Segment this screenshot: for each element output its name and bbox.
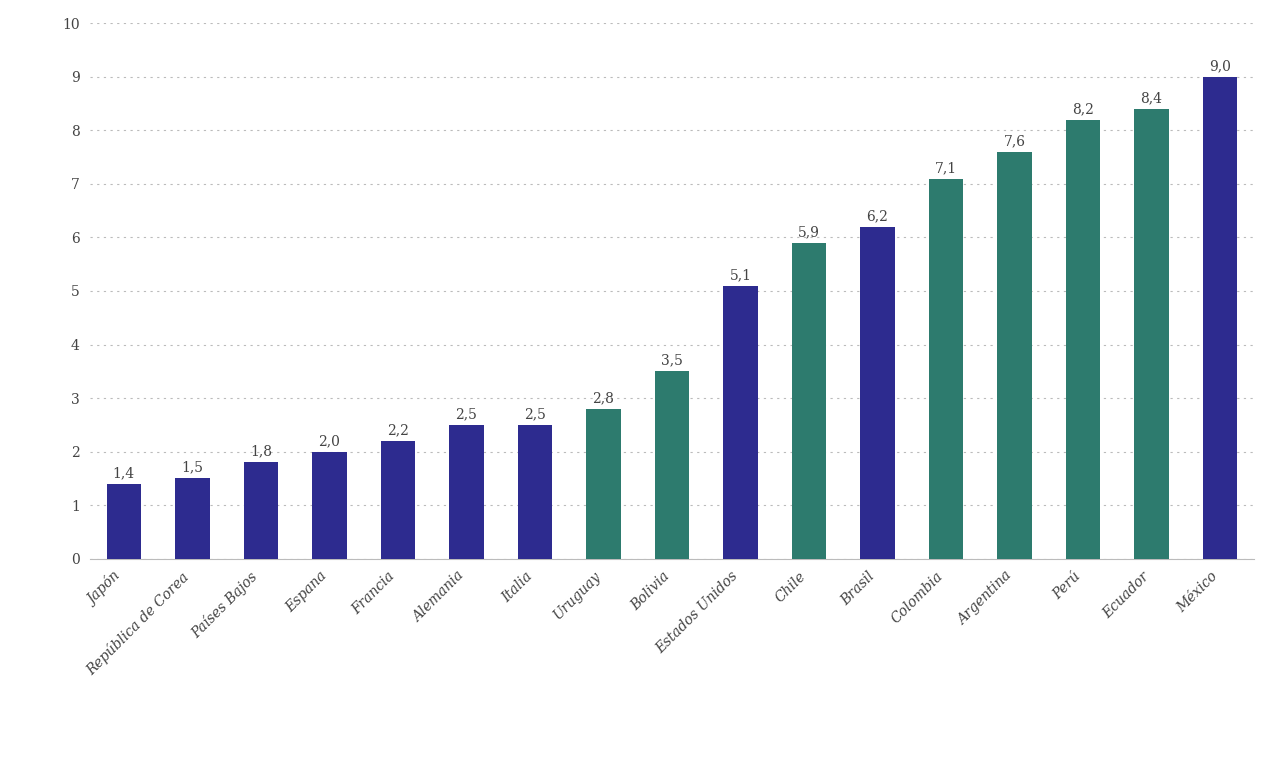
- Bar: [312, 452, 347, 559]
- Bar: [586, 409, 621, 559]
- Text: 2,5: 2,5: [456, 407, 477, 421]
- Text: 2,2: 2,2: [387, 423, 408, 437]
- Bar: [1203, 77, 1238, 559]
- Text: 6,2: 6,2: [867, 209, 888, 223]
- Bar: [1134, 109, 1169, 559]
- Bar: [518, 424, 552, 559]
- Text: 7,1: 7,1: [934, 161, 957, 175]
- Text: 1,5: 1,5: [182, 461, 204, 475]
- Text: 2,5: 2,5: [524, 407, 545, 421]
- Text: 2,0: 2,0: [319, 434, 340, 448]
- Text: 8,2: 8,2: [1073, 102, 1094, 116]
- Bar: [449, 424, 484, 559]
- Bar: [381, 441, 415, 559]
- Bar: [929, 178, 964, 559]
- Text: 3,5: 3,5: [660, 354, 684, 368]
- Text: 8,4: 8,4: [1140, 92, 1162, 106]
- Text: 5,1: 5,1: [730, 268, 751, 282]
- Bar: [106, 483, 141, 559]
- Text: 1,4: 1,4: [113, 466, 134, 480]
- Text: 2,8: 2,8: [593, 391, 614, 405]
- Bar: [792, 243, 826, 559]
- Bar: [655, 371, 689, 559]
- Bar: [723, 286, 758, 559]
- Bar: [997, 152, 1032, 559]
- Bar: [243, 462, 278, 559]
- Bar: [860, 227, 895, 559]
- Bar: [1066, 120, 1101, 559]
- Bar: [175, 478, 210, 559]
- Text: 5,9: 5,9: [799, 225, 820, 239]
- Text: 9,0: 9,0: [1210, 59, 1231, 73]
- Text: 1,8: 1,8: [250, 445, 271, 459]
- Text: 7,6: 7,6: [1004, 134, 1025, 148]
